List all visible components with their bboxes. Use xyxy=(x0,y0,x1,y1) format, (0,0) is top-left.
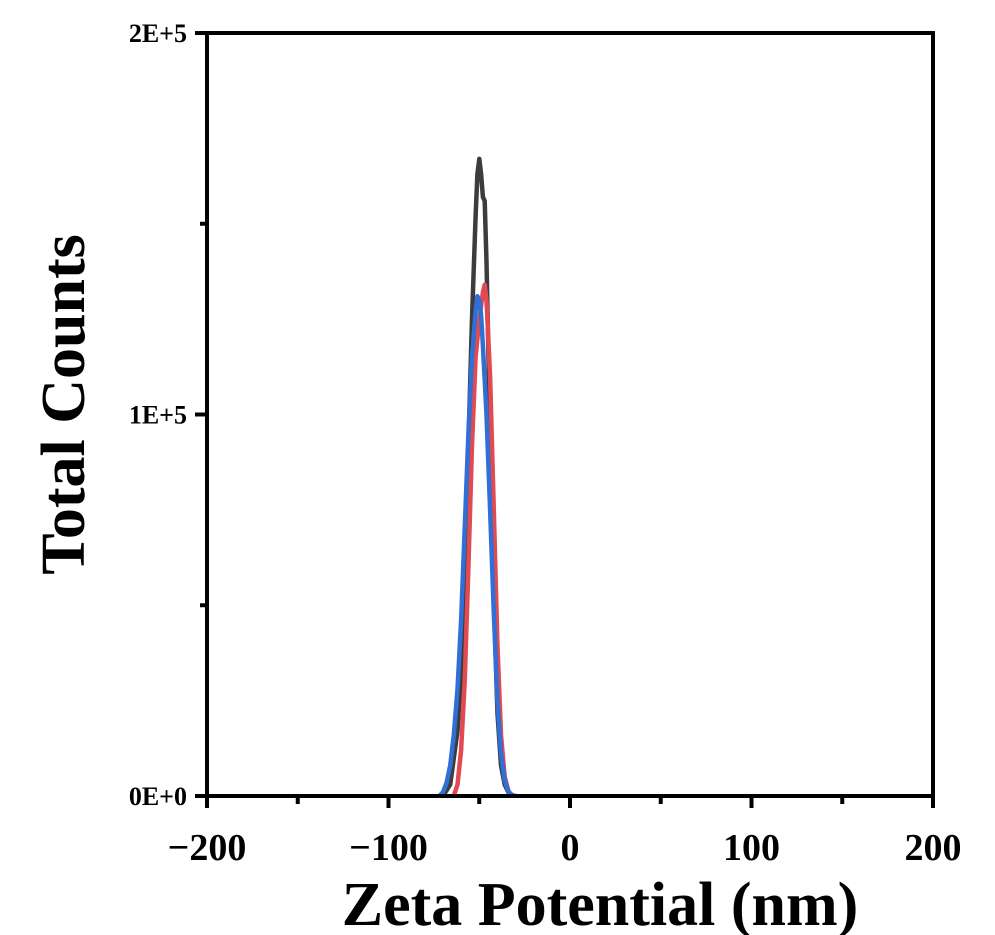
axes-layer xyxy=(195,31,935,808)
y-tick-label: 1E+5 xyxy=(129,401,187,430)
x-tick-label: 100 xyxy=(723,827,780,869)
series-line-3 xyxy=(437,293,517,796)
series-layer xyxy=(437,156,517,796)
plot-area xyxy=(437,156,517,796)
x-tick-label: 0 xyxy=(561,827,580,869)
labels-layer: −200 −100 0 100 200 0E+0 1E+5 2E+5 Zeta Potentia… xyxy=(30,19,962,935)
x-tick-label: 200 xyxy=(905,827,962,869)
x-axis-title: Zeta Potential (nm) xyxy=(342,871,859,935)
y-tick-label: 2E+5 xyxy=(129,19,187,48)
y-tick-label: 0E+0 xyxy=(129,782,187,811)
plot-frame xyxy=(205,31,935,798)
x-tick-label: −200 xyxy=(168,827,247,869)
y-axis-title: Total Counts xyxy=(30,234,98,575)
x-tick-label: −100 xyxy=(349,827,428,869)
